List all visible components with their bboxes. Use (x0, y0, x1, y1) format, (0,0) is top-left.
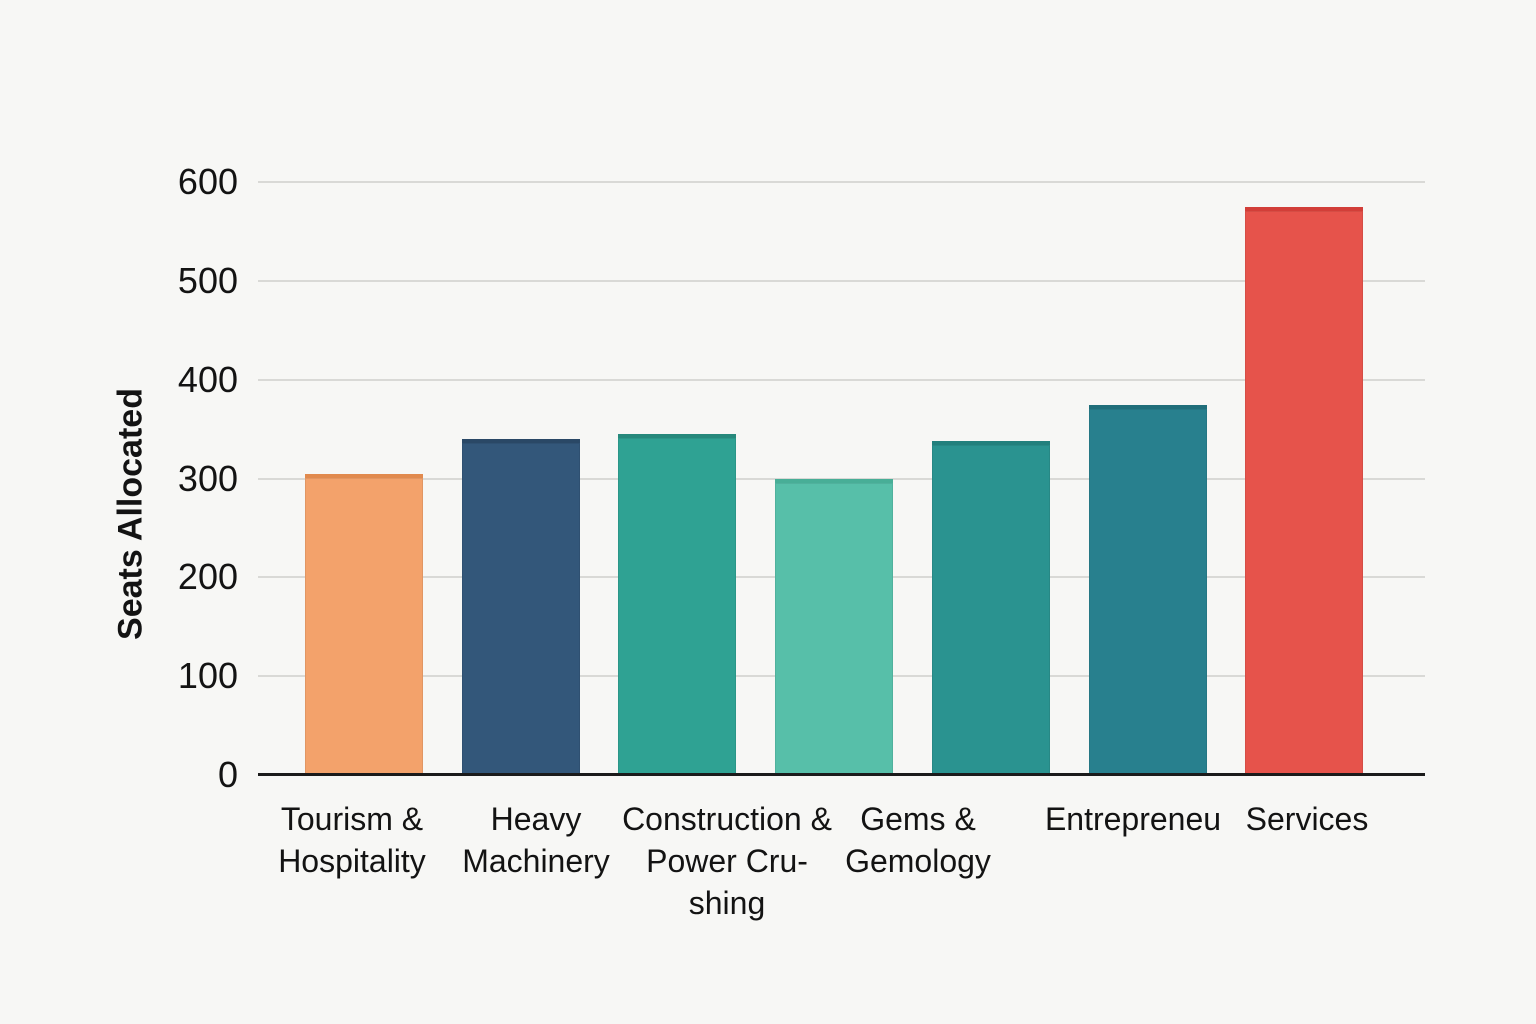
x-tick-label-line: Power Cru- (646, 843, 808, 879)
bar-1 (305, 474, 423, 775)
x-tick-label-line: Tourism & (280, 801, 424, 837)
y-tick-label-400: 400 (177, 358, 238, 400)
x-tick-label-3: Construction & Power Cru-shing (622, 798, 832, 924)
x-tick-label-line: Gems & (860, 801, 976, 837)
y-tick-label-100: 100 (177, 655, 238, 697)
x-tick-label-2: Heavy Machinery (462, 798, 610, 882)
x-tick-label-5: Entrepreneu (1045, 798, 1221, 840)
bar-7 (1245, 207, 1363, 775)
x-axis-line (258, 773, 1425, 776)
x-tick-label-6: Services (1246, 798, 1369, 840)
x-tick-label-4: Gems & Gemology (845, 798, 991, 882)
x-tick-label-line: Construction & (622, 801, 832, 837)
x-tick-label-line: shing (688, 885, 766, 921)
bar-4 (775, 479, 893, 775)
bar-3 (618, 434, 736, 775)
x-tick-label-line: Services (1245, 801, 1369, 837)
y-tick-label-0: 0 (217, 754, 238, 795)
x-tick-label-line: Entrepreneu (1044, 801, 1222, 837)
y-tick-label-600: 600 (177, 161, 238, 202)
x-tick-label-1: Tourism & Hospitality (278, 798, 426, 882)
gridline-600 (258, 181, 1425, 183)
bar-5 (932, 441, 1050, 775)
gridline-400 (258, 378, 1425, 381)
y-axis-title: Seats Allocated (111, 388, 150, 640)
bar-2 (462, 439, 580, 775)
y-tick-label-300: 300 (177, 457, 238, 499)
gridline-300 (258, 477, 1425, 480)
x-tick-label-line: Gemology (845, 843, 991, 879)
gridline-500 (258, 279, 1425, 282)
y-tick-label-500: 500 (177, 259, 238, 301)
x-tick-label-line: Heavy (490, 801, 582, 837)
y-tick-label-200: 200 (177, 556, 238, 598)
bar-6 (1089, 405, 1207, 775)
x-tick-label-line: Machinery (462, 843, 610, 879)
x-tick-label-line: Hospitality (278, 843, 426, 879)
